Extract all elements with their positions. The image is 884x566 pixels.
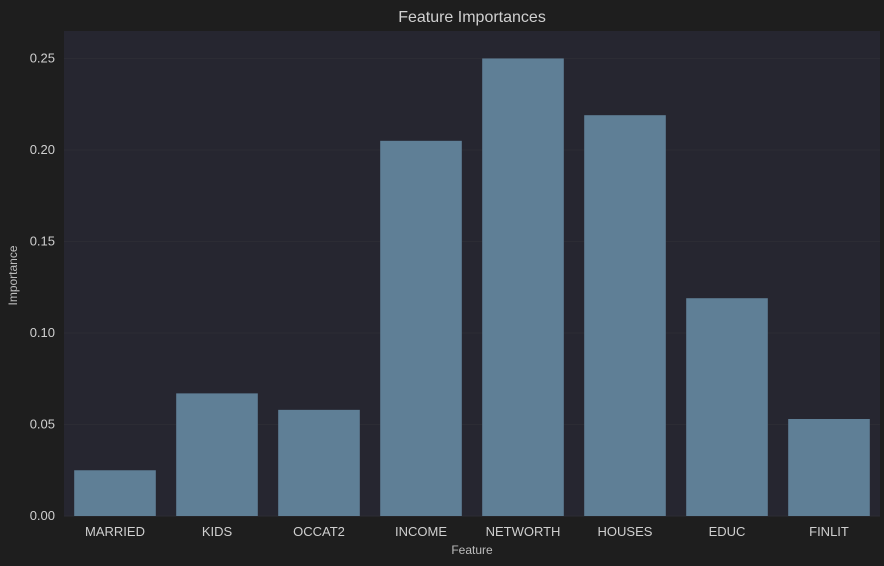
y-tick-label: 0.20 <box>30 142 55 157</box>
bar-income <box>380 140 462 516</box>
y-tick-label: 0.05 <box>30 416 55 431</box>
bar-layer <box>74 58 870 517</box>
bar-educ <box>686 298 768 516</box>
bar-finlit <box>788 419 870 516</box>
y-tick-label: 0.15 <box>30 233 55 248</box>
y-tick-labels: 0.00 0.05 0.10 0.15 0.20 0.25 <box>30 50 55 523</box>
bar-houses <box>584 115 666 516</box>
bar-married <box>74 470 156 516</box>
bar-kids <box>176 393 258 516</box>
y-tick-label: 0.10 <box>30 325 55 340</box>
x-axis-label: Feature <box>451 543 493 557</box>
x-tick-label-educ: EDUC <box>709 524 746 539</box>
y-tick-label: 0.25 <box>30 50 55 65</box>
bar-networth <box>482 58 564 517</box>
x-tick-label-finlit: FINLIT <box>809 524 849 539</box>
x-tick-label-kids: KIDS <box>202 524 233 539</box>
x-tick-labels: MARRIED KIDS OCCAT2 INCOME NETWORTH HOUSES EDU… <box>85 524 849 539</box>
x-tick-label-married: MARRIED <box>85 524 145 539</box>
x-tick-label-occat2: OCCAT2 <box>293 524 345 539</box>
y-tick-label: 0.00 <box>30 508 55 523</box>
chart-title: Feature Importances <box>398 9 546 26</box>
x-tick-label-networth: NETWORTH <box>486 524 561 539</box>
y-axis-label: Importance <box>6 245 20 305</box>
x-tick-label-income: INCOME <box>395 524 447 539</box>
bar-occat2 <box>278 409 360 516</box>
x-tick-label-houses: HOUSES <box>598 524 653 539</box>
